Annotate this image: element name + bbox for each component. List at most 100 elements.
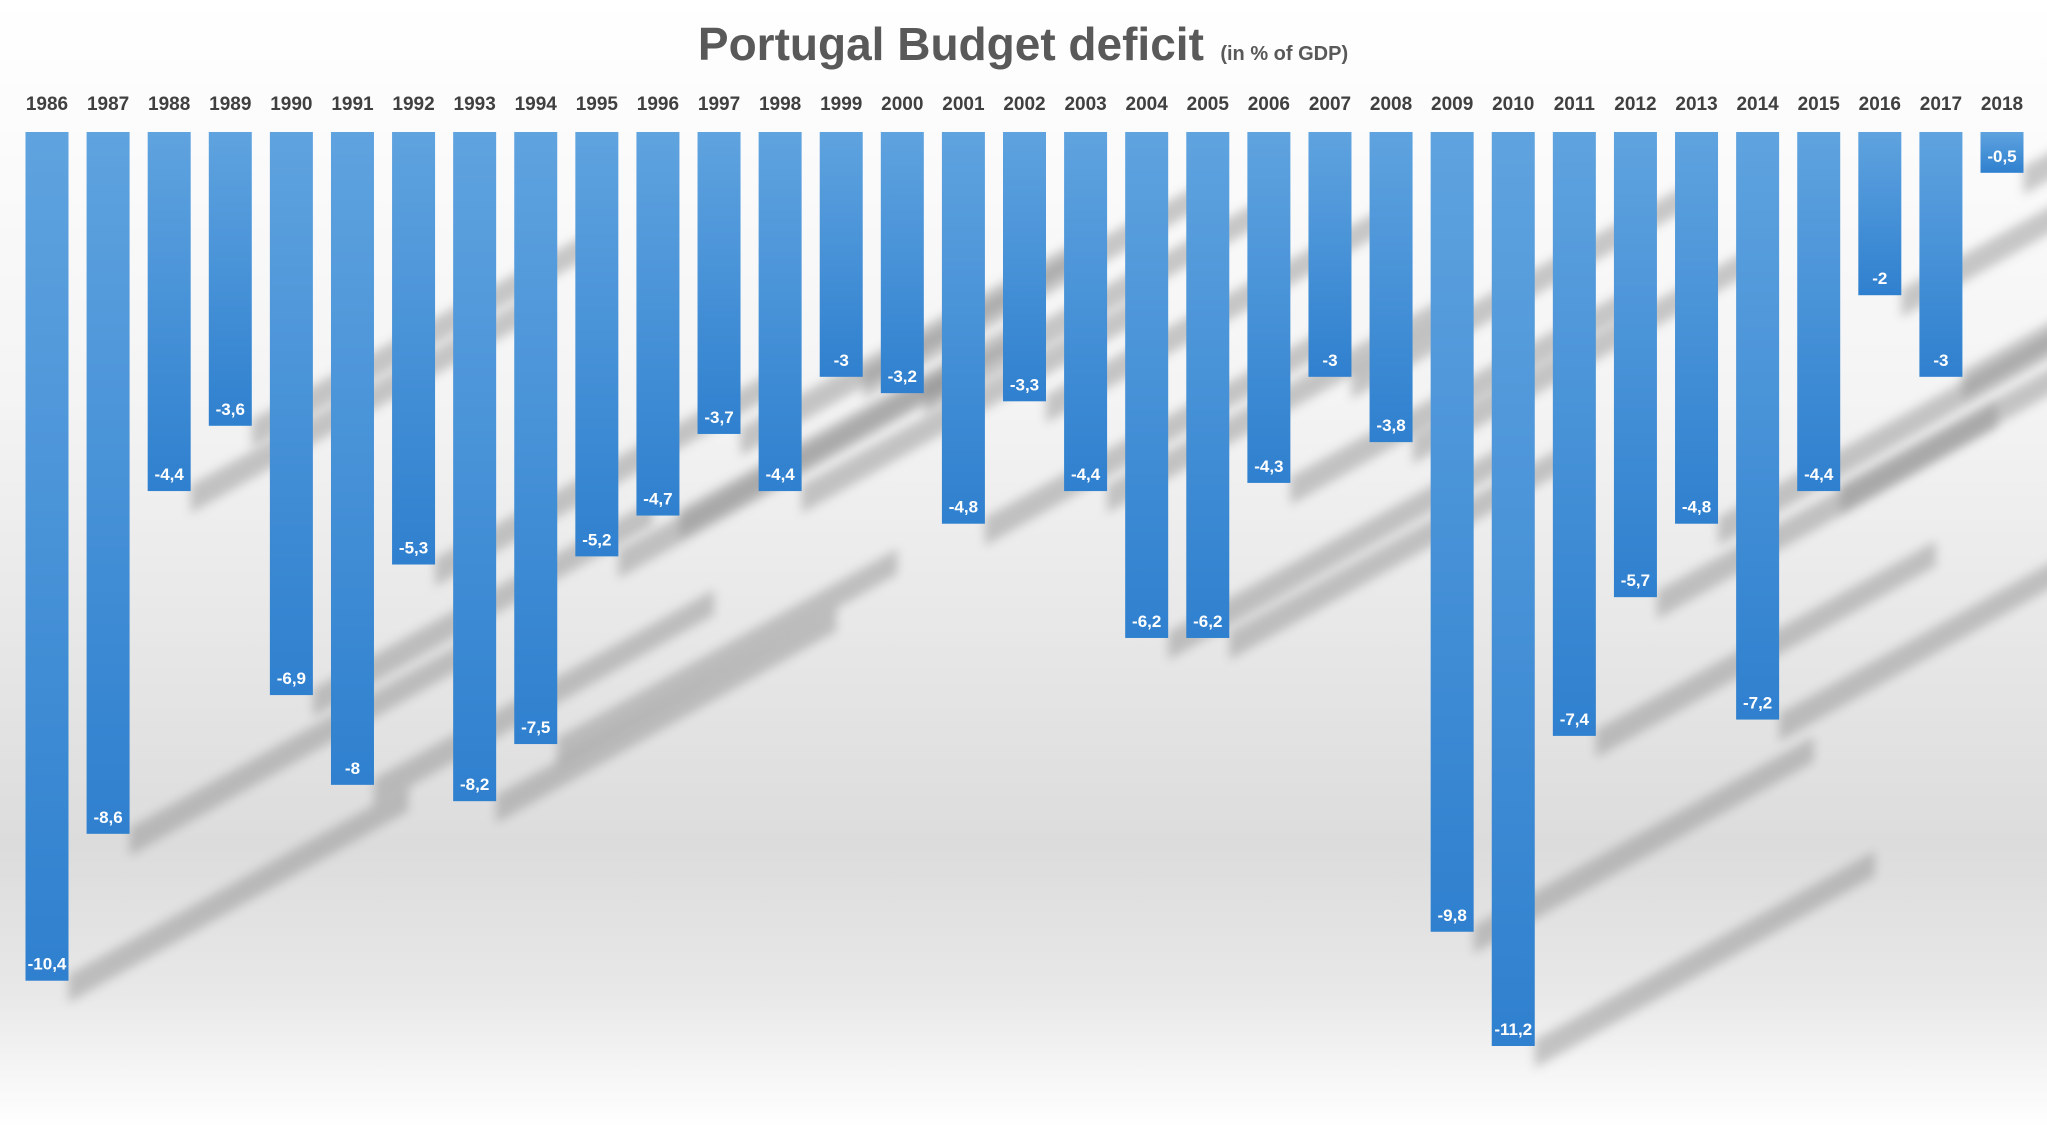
tick-label-2009: 2009 bbox=[1431, 94, 1473, 115]
tick-label-1998: 1998 bbox=[759, 94, 801, 115]
tick-label-2012: 2012 bbox=[1614, 94, 1656, 115]
data-label-2010: -11,2 bbox=[1494, 1020, 1532, 1039]
bar-shadow bbox=[1229, 442, 1570, 660]
bar-2011 bbox=[1552, 132, 1596, 736]
tick-label-1987: 1987 bbox=[87, 94, 129, 115]
bars bbox=[25, 132, 2024, 1046]
bar-1993 bbox=[453, 132, 497, 802]
bar-2015 bbox=[1797, 132, 1841, 492]
tick-label-1991: 1991 bbox=[331, 94, 374, 115]
data-label-2011: -7,4 bbox=[1560, 710, 1590, 729]
tick-label-1994: 1994 bbox=[515, 94, 558, 115]
bar-2007 bbox=[1308, 132, 1352, 377]
data-label-2013: -4,8 bbox=[1682, 498, 1711, 517]
data-label-2008: -3,8 bbox=[1376, 416, 1405, 435]
tick-label-2015: 2015 bbox=[1798, 94, 1841, 115]
bar-2012 bbox=[1613, 132, 1657, 598]
chart-subtitle: (in % of GDP) bbox=[1220, 43, 1348, 65]
tick-label-2003: 2003 bbox=[1064, 94, 1106, 115]
bar-1995 bbox=[575, 132, 619, 557]
bar-1990 bbox=[269, 132, 313, 696]
bar-shadow bbox=[1534, 851, 1875, 1068]
bar-1988 bbox=[147, 132, 191, 492]
bar-1997 bbox=[697, 132, 741, 434]
data-label-2001: -4,8 bbox=[949, 498, 978, 517]
tick-label-1990: 1990 bbox=[270, 94, 312, 115]
data-label-2000: -3,2 bbox=[888, 367, 917, 386]
data-labels: -10,4 -8,6 -4,4 -3,6 -6,9 -8 -5,3 -8,2 -7,5 -5,2 -… bbox=[28, 147, 2017, 1039]
tick-label-2013: 2013 bbox=[1675, 94, 1717, 115]
bar-1999 bbox=[819, 132, 863, 377]
tick-label-1997: 1997 bbox=[698, 94, 740, 115]
data-label-2014: -7,2 bbox=[1743, 694, 1772, 713]
tick-label-2011: 2011 bbox=[1554, 94, 1596, 115]
tick-label-2002: 2002 bbox=[1003, 94, 1045, 115]
bar-shadow bbox=[1840, 370, 2047, 514]
bar-1987 bbox=[86, 132, 130, 834]
svg-text:Portugal Budget deficit (i: Portugal Budget deficit (in % of GDP) bbox=[698, 18, 1348, 70]
bar-shadow bbox=[1473, 736, 1814, 954]
bar-1989 bbox=[208, 132, 252, 426]
tick-label-1995: 1995 bbox=[576, 94, 619, 115]
data-label-1990: -6,9 bbox=[277, 669, 306, 688]
data-label-1999: -3 bbox=[834, 351, 849, 370]
data-label-1994: -7,5 bbox=[521, 718, 550, 737]
tick-label-2008: 2008 bbox=[1370, 94, 1412, 115]
tick-label-2001: 2001 bbox=[942, 94, 985, 115]
bar-2014 bbox=[1736, 132, 1780, 720]
bar-1986 bbox=[25, 132, 69, 981]
bar-shadow bbox=[68, 785, 409, 1003]
tick-label-2018: 2018 bbox=[1981, 94, 2023, 115]
bar-1996 bbox=[636, 132, 680, 516]
bar-shadow bbox=[2023, 153, 2047, 195]
tick-label-2014: 2014 bbox=[1736, 94, 1779, 115]
data-label-2015: -4,4 bbox=[1804, 465, 1834, 484]
bar-1991 bbox=[330, 132, 374, 785]
tick-label-2010: 2010 bbox=[1492, 94, 1534, 115]
bar-2004 bbox=[1125, 132, 1169, 638]
data-label-2012: -5,7 bbox=[1621, 571, 1650, 590]
bar-2010 bbox=[1491, 132, 1535, 1046]
tick-label-1986: 1986 bbox=[26, 94, 68, 115]
tick-label-2017: 2017 bbox=[1920, 94, 1962, 115]
data-label-1993: -8,2 bbox=[460, 775, 489, 794]
data-label-1998: -4,4 bbox=[765, 465, 795, 484]
tick-label-1988: 1988 bbox=[148, 94, 190, 115]
tick-label-2016: 2016 bbox=[1859, 94, 1901, 115]
tick-label-2000: 2000 bbox=[881, 94, 923, 115]
data-label-2017: -3 bbox=[1933, 351, 1948, 370]
data-label-1987: -8,6 bbox=[93, 808, 122, 827]
data-label-1997: -3,7 bbox=[704, 408, 733, 427]
tick-label-1989: 1989 bbox=[209, 94, 251, 115]
data-label-1991: -8 bbox=[345, 759, 360, 778]
bar-2018 bbox=[1980, 132, 2024, 173]
data-label-1995: -5,2 bbox=[582, 530, 611, 549]
bar-2001 bbox=[941, 132, 985, 524]
bar-2016 bbox=[1858, 132, 1902, 296]
bar-shadow bbox=[1779, 564, 2047, 742]
bar-2017 bbox=[1919, 132, 1963, 377]
data-label-1988: -4,4 bbox=[155, 465, 185, 484]
data-label-1986: -10,4 bbox=[28, 955, 67, 974]
bar-shadow bbox=[1168, 442, 1509, 660]
bar-1994 bbox=[514, 132, 558, 745]
bar-1992 bbox=[392, 132, 436, 565]
tick-label-2006: 2006 bbox=[1248, 94, 1290, 115]
tick-label-1999: 1999 bbox=[820, 94, 862, 115]
data-label-2005: -6,2 bbox=[1193, 612, 1222, 631]
tick-label-2005: 2005 bbox=[1187, 94, 1230, 115]
bar-2000 bbox=[880, 132, 924, 394]
data-label-2003: -4,4 bbox=[1071, 465, 1101, 484]
bar-2002 bbox=[1003, 132, 1046, 402]
data-label-2016: -2 bbox=[1872, 269, 1887, 288]
chart-title: Portugal Budget deficit bbox=[698, 18, 1204, 70]
bar-shadow bbox=[557, 549, 898, 767]
tick-label-2004: 2004 bbox=[1126, 94, 1169, 115]
bar-2005 bbox=[1186, 132, 1230, 638]
bar-2008 bbox=[1369, 132, 1413, 443]
data-label-2002: -3,3 bbox=[1010, 375, 1039, 394]
category-tick-labels: 1986 1987 1988 1989 1990 1991 1992 1993 1994 1995… bbox=[26, 94, 2023, 115]
bar-2006 bbox=[1247, 132, 1291, 483]
bar-shadow bbox=[496, 606, 837, 824]
